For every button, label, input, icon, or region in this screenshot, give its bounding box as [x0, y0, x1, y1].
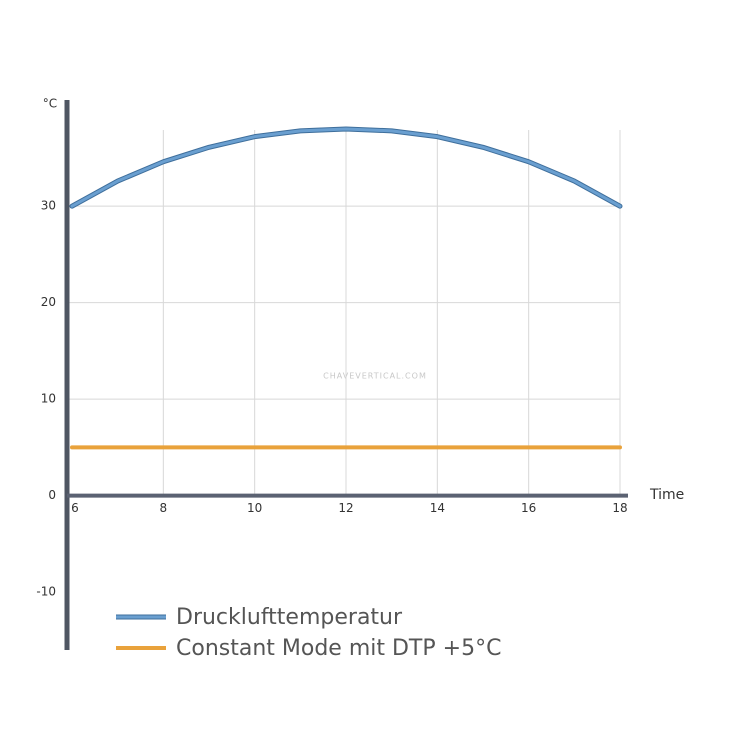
- x-tick-label: 12: [338, 501, 353, 515]
- x-tick-label: 8: [160, 501, 168, 515]
- x-tick-label: 18: [612, 501, 627, 515]
- y-tick-label: 0: [48, 488, 56, 502]
- legend-label: Drucklufttemperatur: [176, 605, 403, 630]
- y-tick-label: 20: [41, 295, 56, 309]
- y-tick-label: -10: [36, 585, 56, 599]
- legend-label: Constant Mode mit DTP +5°C: [176, 636, 501, 661]
- y-axis-label: °C: [43, 97, 57, 111]
- watermark: CHAVEVERTICAL.COM: [323, 372, 427, 381]
- y-tick-label: 10: [41, 392, 56, 406]
- x-tick-label: 14: [430, 501, 445, 515]
- y-tick-label: 30: [41, 199, 56, 213]
- x-axis-label: Time: [649, 487, 684, 503]
- x-tick-label: 16: [521, 501, 536, 515]
- x-tick-label: 6: [71, 501, 79, 515]
- x-tick-label: 10: [247, 501, 262, 515]
- series-line: [70, 127, 622, 208]
